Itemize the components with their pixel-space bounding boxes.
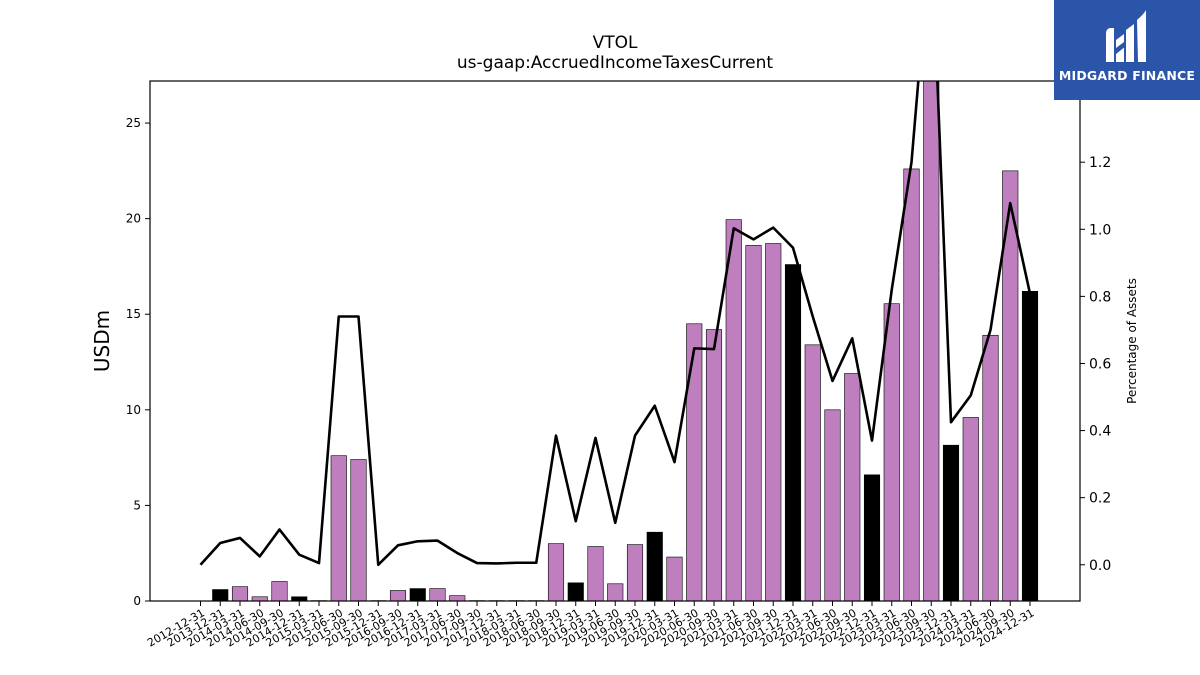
- bar-2022-09-30: [844, 373, 861, 601]
- y2-axis-label: Percentage of Assets: [1125, 278, 1139, 404]
- chart-subtitle: us-gaap:AccruedIncomeTaxesCurrent: [457, 53, 774, 73]
- bar-2021-12-31: [784, 264, 802, 601]
- bar-series: [212, 81, 1039, 601]
- bar-2024-09-30: [1002, 170, 1019, 601]
- y-axis-ticks: 0 5 10 15 20 25: [126, 116, 150, 608]
- bar-2018-09-30: [547, 543, 565, 601]
- brand-name: MIDGARD FINANCE: [1058, 68, 1196, 83]
- bar-2018-12-31: [567, 582, 584, 601]
- bar-2020-06-30: [686, 323, 703, 601]
- bar-2022-03-31: [804, 344, 821, 601]
- y2-tick-label: 0.4: [1089, 424, 1111, 440]
- bar-2023-03-31: [883, 303, 900, 601]
- bar-2023-12-31: [942, 444, 960, 601]
- y-tick-label: 5: [133, 498, 141, 512]
- bar-2022-06-30: [824, 409, 841, 601]
- bar-2024-03-31: [962, 417, 979, 601]
- y-tick-label: 0: [133, 594, 141, 608]
- bar-2021-09-30: [765, 243, 782, 601]
- bar-2024-06-30: [982, 334, 999, 601]
- bar-2015-06-30: [330, 455, 347, 601]
- bar-2024-12-31: [1021, 290, 1039, 601]
- bar-2014-09-30: [271, 581, 288, 601]
- y-axis-label: USDm: [90, 310, 114, 372]
- bar-2014-03-31: [231, 586, 249, 601]
- bar-2023-06-30: [903, 168, 920, 601]
- bar-2014-12-31: [291, 596, 308, 601]
- bar-2017-06-30: [449, 595, 466, 601]
- percentage-line: [199, 81, 1032, 567]
- chart-title: VTOL: [593, 33, 638, 53]
- y-tick-label: 20: [126, 212, 141, 226]
- bar-2020-09-30: [705, 329, 723, 601]
- y2-tick-label: 0.2: [1089, 491, 1111, 507]
- bar-2019-12-31: [646, 531, 663, 601]
- bar-2016-12-31: [409, 588, 426, 601]
- y2-tick-label: 1.0: [1089, 222, 1111, 238]
- y-tick-label: 10: [126, 403, 141, 417]
- bar-2014-06-30: [251, 596, 268, 601]
- bar-2022-12-31: [863, 474, 881, 601]
- bar-2021-03-31: [725, 219, 742, 601]
- bar-2015-09-30: [350, 459, 367, 601]
- bar-2020-03-31: [666, 556, 683, 601]
- y2-tick-label: 0.0: [1089, 558, 1111, 574]
- bar-2013-12-31: [212, 589, 229, 601]
- y2-tick-label: 1.2: [1089, 155, 1111, 171]
- bar-2019-09-30: [626, 544, 644, 601]
- bar-2017-03-31: [429, 588, 446, 601]
- bar-2021-06-30: [745, 245, 762, 601]
- percentage-line-series: [199, 81, 1032, 567]
- bar-2023-09-30: [923, 81, 940, 601]
- brand-logo: MIDGARD FINANCE: [1054, 0, 1200, 100]
- y2-axis-ticks: 0.0 0.2 0.4 0.6 0.8 1.0 1.2: [1080, 155, 1111, 574]
- y-tick-label: 25: [126, 116, 141, 130]
- y-tick-label: 15: [126, 307, 141, 321]
- midgard-logo-icon: [1106, 10, 1146, 62]
- bar-2019-06-30: [607, 583, 624, 601]
- bar-2016-09-30: [389, 590, 407, 601]
- bar-2019-03-31: [587, 546, 604, 601]
- y2-tick-label: 0.8: [1089, 289, 1111, 305]
- y2-tick-label: 0.6: [1089, 356, 1111, 372]
- x-axis-ticks: 2012-12-312013-12-312014-03-312014-06-30…: [145, 601, 1037, 650]
